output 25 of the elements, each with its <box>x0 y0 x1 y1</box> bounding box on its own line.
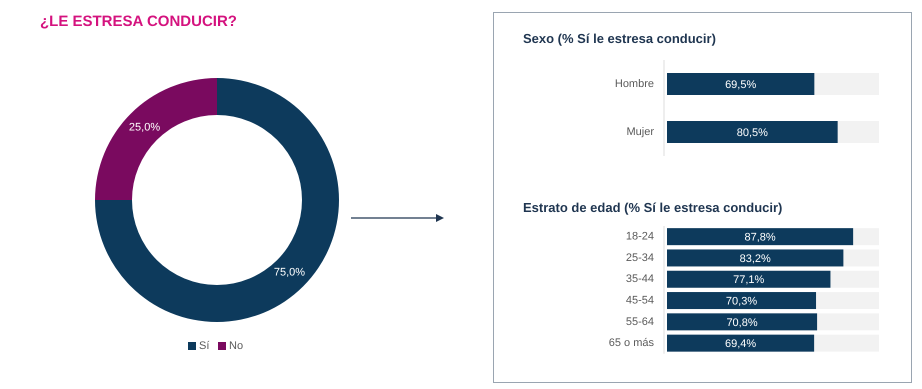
data-label: 80,5% <box>736 126 768 139</box>
data-label: 83,2% <box>740 252 771 265</box>
data-label: 70,3% <box>726 295 758 308</box>
donut-slice <box>95 78 339 322</box>
legend-label: Sí <box>199 340 210 352</box>
data-label: 69,4% <box>724 338 756 350</box>
y-tick-label: 55-64 <box>626 316 654 328</box>
chart-title: Sexo (% Sí le estresa conducir) <box>523 31 716 46</box>
data-label: 69,5% <box>725 78 756 91</box>
chart-title: ¿LE ESTRESA CONDUCIR? <box>40 13 237 30</box>
y-tick-label: Mujer <box>626 126 654 138</box>
data-label: 75,0% <box>274 266 306 278</box>
data-label: 77,1% <box>733 274 765 286</box>
y-tick-label: 65 o más <box>608 337 654 350</box>
y-tick-label: 45-54 <box>626 294 654 306</box>
y-tick-label: 18-24 <box>626 230 654 243</box>
data-label: 70,8% <box>726 316 758 329</box>
y-tick-label: Hombre <box>614 78 654 90</box>
data-label: 25,0% <box>128 121 160 134</box>
y-tick-label: 25-34 <box>626 252 654 264</box>
data-label: 87,8% <box>744 232 776 244</box>
donut-slice <box>95 78 217 200</box>
chart-title: Estrato de edad (% Sí le estresa conducir) <box>523 200 782 215</box>
y-tick-label: 35-44 <box>626 273 654 286</box>
legend-label: No <box>229 340 244 352</box>
